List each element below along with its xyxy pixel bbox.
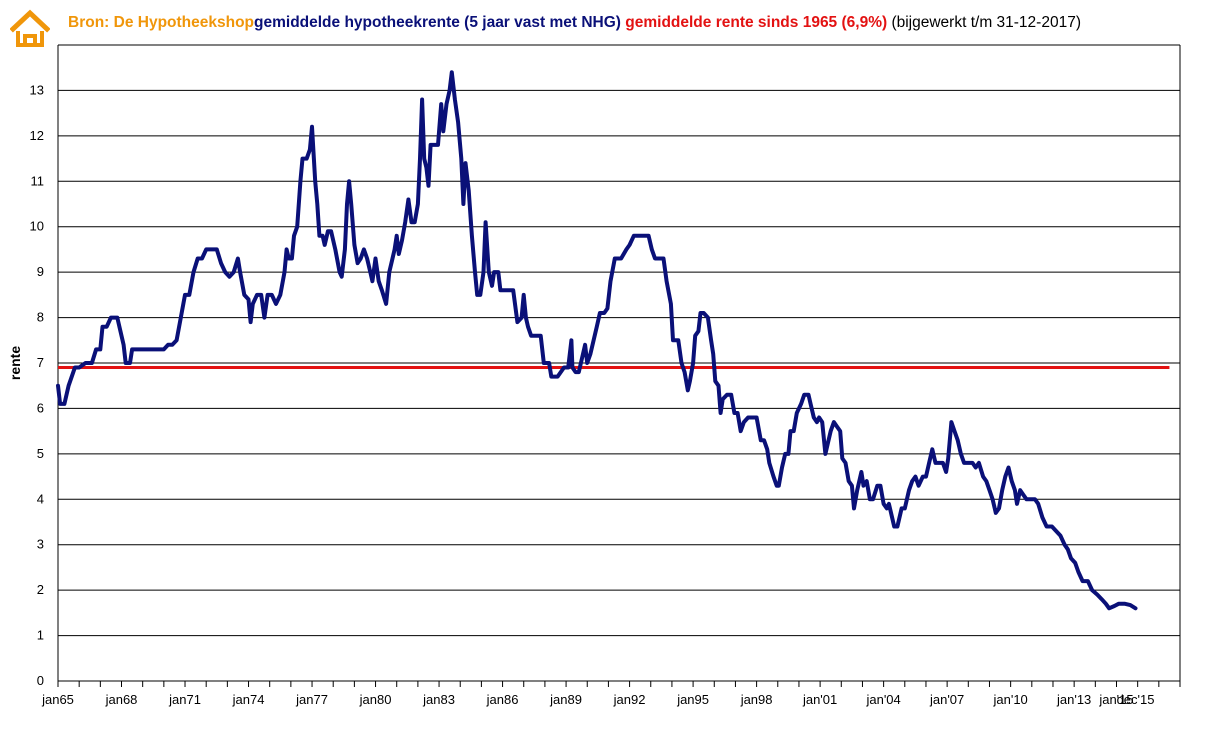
chart-axes xyxy=(57,45,1181,687)
y-tick-label-6: 6 xyxy=(37,400,44,415)
y-tick-label-7: 7 xyxy=(37,355,44,370)
source-label: Bron: De Hypotheekshop xyxy=(68,14,255,31)
x-tick-label-18: dec'15 xyxy=(1117,692,1155,707)
mortgage-rate-series-line xyxy=(56,70,1138,611)
x-tick-label-13: jan'04 xyxy=(865,692,900,707)
x-tick-label-1: jan68 xyxy=(105,692,138,707)
house-body-shape xyxy=(16,31,44,47)
y-tick-label-8: 8 xyxy=(37,310,44,325)
y-tick-label-11: 11 xyxy=(31,173,45,188)
grid-lines xyxy=(58,44,1180,637)
y-tick-label-4: 4 xyxy=(37,491,44,506)
x-tick-label-15: jan'10 xyxy=(992,692,1027,707)
x-tick-label-10: jan95 xyxy=(676,692,709,707)
y-tick-label-9: 9 xyxy=(37,264,44,279)
x-tick-label-8: jan89 xyxy=(549,692,582,707)
x-tick-label-5: jan80 xyxy=(359,692,392,707)
x-tick-label-11: jan98 xyxy=(740,692,773,707)
y-tick-label-0: 0 xyxy=(37,673,44,688)
house-roof-shape xyxy=(10,9,50,33)
chart-title-line: Bron: De Hypotheekshopgemiddelde hypothe… xyxy=(68,14,1081,32)
y-axis-label: rente xyxy=(7,346,23,380)
y-tick-label-1: 1 xyxy=(37,628,44,643)
y-tick-label-2: 2 xyxy=(37,582,44,597)
x-tick-label-7: jan86 xyxy=(486,692,519,707)
x-tick-label-17: jan'15 xyxy=(1098,692,1133,707)
x-tick-label-9: jan92 xyxy=(613,692,646,707)
y-tick-label-3: 3 xyxy=(37,537,44,552)
series-group xyxy=(56,70,1170,611)
x-tick-label-14: jan'07 xyxy=(929,692,964,707)
y-tick-label-13: 13 xyxy=(30,82,44,97)
x-tick-label-16: jan'13 xyxy=(1056,692,1091,707)
chart-header: Bron: De Hypotheekshopgemiddelde hypothe… xyxy=(10,6,1210,50)
x-tick-label-4: jan77 xyxy=(295,692,328,707)
y-tick-label-5: 5 xyxy=(37,446,44,461)
house-logo-icon xyxy=(10,9,50,47)
x-tick-label-0: jan65 xyxy=(41,692,74,707)
x-tick-label-2: jan71 xyxy=(168,692,201,707)
update-note: (bijgewerkt t/m 31-12-2017) xyxy=(891,14,1081,31)
x-tick-label-12: jan'01 xyxy=(802,692,837,707)
x-tick-label-3: jan74 xyxy=(232,692,265,707)
y-tick-label-12: 12 xyxy=(30,128,44,143)
series-title: gemiddelde hypotheekrente (5 jaar vast m… xyxy=(254,14,621,31)
y-tick-label-10: 10 xyxy=(30,219,44,234)
average-title: gemiddelde rente sinds 1965 (6,9%) xyxy=(625,14,888,31)
x-tick-labels: jan65 jan68 jan71 jan74 jan77 jan80 jan83 jan86… xyxy=(41,692,1154,707)
x-tick-label-6: jan83 xyxy=(422,692,455,707)
